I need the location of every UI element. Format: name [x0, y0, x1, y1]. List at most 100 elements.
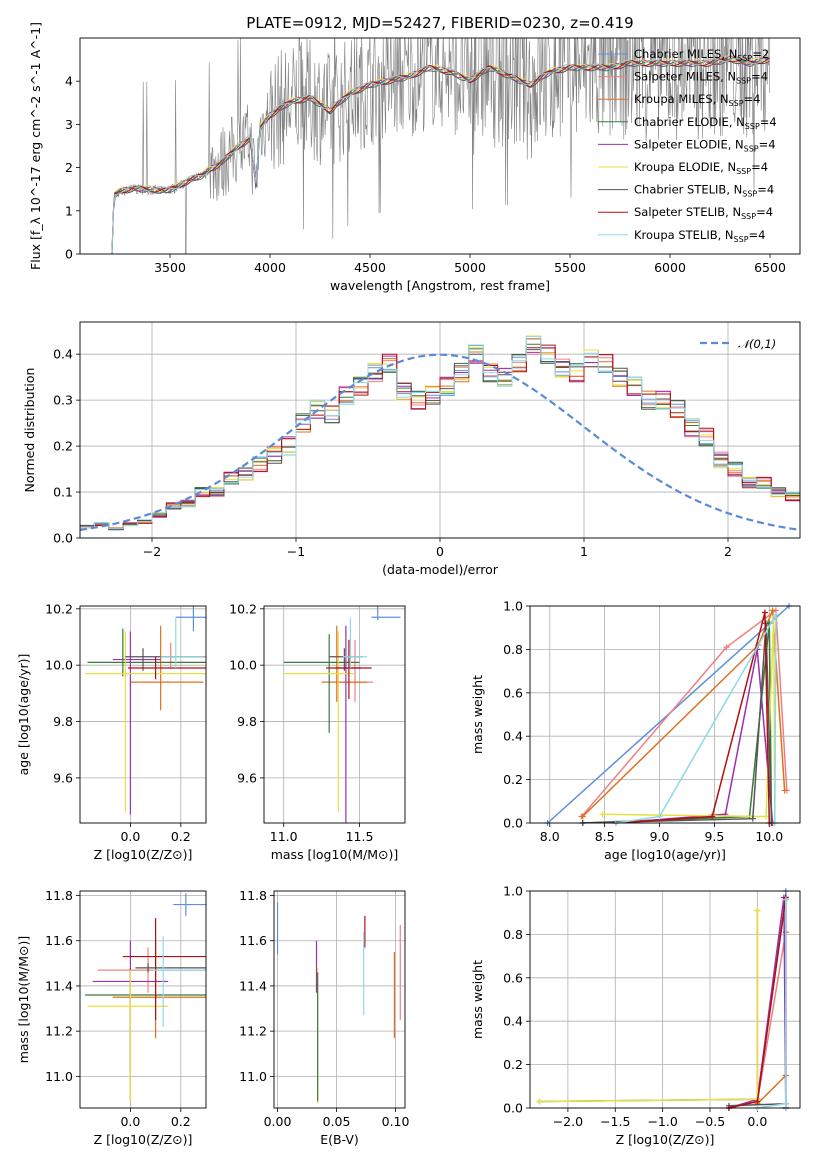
- y-tick-label: 10.0: [45, 658, 73, 673]
- x-axis-label: E(B-V): [320, 1132, 359, 1147]
- x-tick-label: 10.0: [755, 829, 783, 844]
- y-axis-label: age [log10(age/yr)]: [16, 654, 31, 776]
- panel-age_vs_Z: 0.0 0.2 9.6 9.8 10.0 10.2 Z [log10(Z/Z⊙)] age […: [16, 601, 207, 862]
- y-tick-label: 9.6: [237, 770, 257, 785]
- panel-mass_vs_EBV: 0.00 0.05 0.10 11.0 11.2 11.4 11.6 11.8 E(B-V): [239, 888, 409, 1147]
- data-point: [579, 813, 586, 820]
- panel-spectrum: 3500 4000 4500 5000 5500 6000 6500 0 1 2 3 4 wavelen…: [28, 14, 801, 293]
- y-tick-label: 1: [65, 203, 73, 218]
- y-tick-label: 3: [65, 117, 73, 132]
- y-tick-label: 4: [65, 74, 73, 89]
- y-tick-label: 11.0: [45, 1069, 73, 1084]
- x-axis-label: wavelength [Angstrom, rest frame]: [330, 278, 550, 293]
- panel-age_vs_mass: 11.0 11.5 9.6 9.8 10.0 10.2 mass [log10(M/M⊙)]: [229, 601, 406, 862]
- histogram-step: [80, 338, 800, 529]
- legend-label: 𝒩(0,1): [738, 337, 776, 351]
- y-tick-label: 0.0: [503, 816, 523, 831]
- legend-label: Chabrier ELODIE, NSSP=4: [634, 115, 777, 131]
- legend-label: Chabrier STELIB, NSSP=4: [634, 183, 774, 199]
- series-line: [539, 910, 759, 1108]
- y-tick-label: 11.0: [239, 1069, 267, 1084]
- x-tick-label: −1: [287, 544, 305, 559]
- model-line: [111, 57, 770, 254]
- y-tick-label: 11.6: [239, 933, 267, 948]
- y-tick-label: 0.2: [503, 772, 523, 787]
- panel-massweight_vs_Z: −2.0 −1.5 −1.0 −0.5 0.0 0.0 0.2 0.4 0.6 0.8 1.0 Z […: [470, 884, 801, 1147]
- y-tick-label: 0.2: [503, 1057, 523, 1072]
- model-line: [111, 58, 770, 252]
- y-tick-label: 0.4: [503, 729, 523, 744]
- x-axis-label: (data-model)/error: [382, 562, 499, 577]
- x-tick-label: −1.5: [600, 1114, 630, 1129]
- legend-label: Salpeter STELIB, NSSP=4: [634, 205, 773, 221]
- data-point: [749, 815, 756, 822]
- legend-label: Salpeter MILES, NSSP=4: [634, 70, 768, 86]
- y-tick-label: 1.0: [503, 599, 523, 614]
- data-point: [762, 813, 769, 820]
- x-tick-label: 0.10: [382, 1114, 410, 1129]
- x-tick-label: 2: [724, 544, 732, 559]
- axes-frame: [529, 890, 801, 1109]
- x-tick-label: 9.5: [704, 829, 724, 844]
- y-axis-label: Flux [f_λ 10^-17 erg cm^-2 s^-1 A^-1]: [28, 22, 43, 270]
- data-point: [656, 813, 663, 820]
- y-tick-label: 10.2: [45, 601, 73, 616]
- x-axis-label: mass [log10(M/M⊙)]: [271, 847, 399, 862]
- y-axis-label: mass weight: [470, 960, 485, 1039]
- legend-label: Kroupa ELODIE, NSSP=4: [634, 160, 768, 176]
- y-tick-label: 0.0: [53, 531, 73, 546]
- y-tick-label: 9.8: [53, 714, 73, 729]
- x-tick-label: 0: [436, 544, 444, 559]
- y-tick-label: 0.6: [503, 970, 523, 985]
- axes-frame: [263, 605, 406, 824]
- data-point: [754, 1098, 761, 1105]
- y-tick-label: 2: [65, 160, 73, 175]
- data-point: [599, 811, 606, 818]
- y-tick-label: 9.8: [237, 714, 257, 729]
- series-line: [582, 623, 773, 823]
- x-tick-label: 9.0: [650, 829, 670, 844]
- y-tick-label: 0.6: [503, 685, 523, 700]
- y-tick-label: 0.3: [53, 393, 73, 408]
- y-tick-label: 0.4: [53, 347, 73, 362]
- histogram-step: [80, 336, 800, 530]
- y-tick-label: 11.6: [45, 933, 73, 948]
- x-tick-label: 0.2: [171, 829, 191, 844]
- x-tick-label: 1: [580, 544, 588, 559]
- legend-label: Kroupa STELIB, NSSP=4: [634, 228, 765, 244]
- x-tick-label: 0.0: [747, 1114, 767, 1129]
- x-tick-label: 0.00: [264, 1114, 292, 1129]
- data-point: [769, 607, 776, 614]
- panel-massweight_vs_age: 8.0 8.5 9.0 9.5 10.0 0.0 0.2 0.4 0.6 0.8 1.0 age [l…: [470, 599, 801, 862]
- x-axis-label: Z [log10(Z/Z⊙)]: [616, 1132, 715, 1147]
- y-tick-label: 0.2: [53, 439, 73, 454]
- x-tick-label: 11.5: [346, 829, 374, 844]
- y-tick-label: 10.2: [229, 601, 257, 616]
- x-tick-label: 0.05: [323, 1114, 351, 1129]
- x-tick-label: 5000: [454, 260, 486, 275]
- data-point: [772, 611, 779, 618]
- y-tick-label: 11.8: [239, 888, 267, 903]
- y-tick-label: 11.2: [45, 1024, 73, 1039]
- x-tick-label: 6000: [654, 260, 686, 275]
- x-axis-label: age [log10(age/yr)]: [604, 847, 726, 862]
- x-tick-label: −2: [143, 544, 161, 559]
- y-tick-label: 9.6: [53, 770, 73, 785]
- series-line: [602, 616, 776, 823]
- model-line: [111, 57, 770, 251]
- model-line: [111, 54, 770, 253]
- normal-curve: [80, 353, 800, 531]
- series-line: [728, 897, 787, 1108]
- data-point: [762, 620, 769, 627]
- x-tick-label: 11.0: [270, 829, 298, 844]
- x-tick-label: 0.0: [120, 1114, 140, 1129]
- y-tick-label: 11.4: [45, 978, 73, 993]
- x-tick-label: 4500: [354, 260, 386, 275]
- y-tick-label: 10.0: [229, 658, 257, 673]
- x-tick-label: −2.0: [553, 1114, 583, 1129]
- axes-frame: [79, 37, 801, 255]
- data-point: [754, 907, 761, 914]
- x-tick-label: −1.0: [647, 1114, 677, 1129]
- y-tick-label: 11.8: [45, 888, 73, 903]
